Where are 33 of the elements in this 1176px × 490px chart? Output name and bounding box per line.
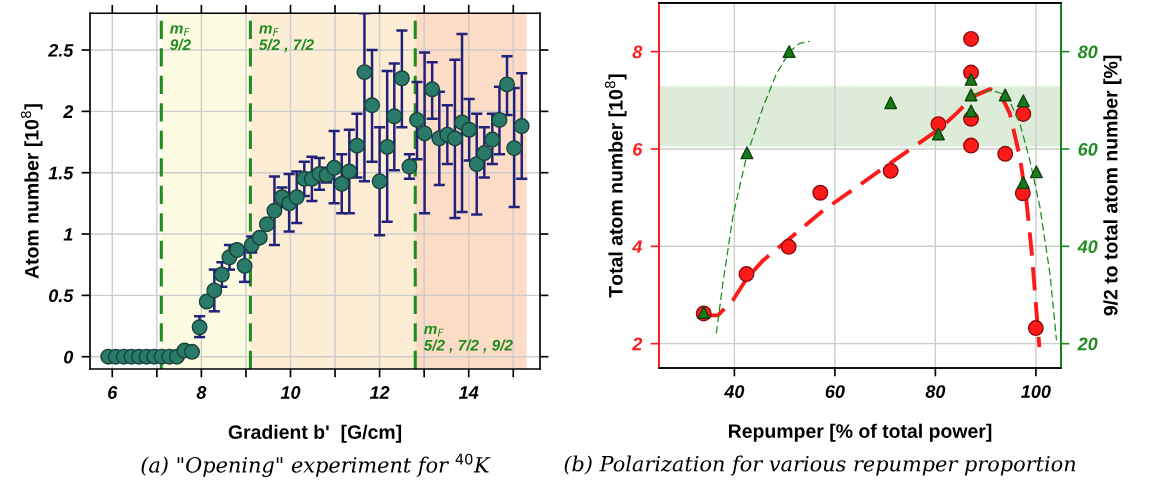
y-tick-label: 6	[633, 142, 643, 156]
x-tick-label: 10	[280, 386, 301, 399]
y2-tick-label: 80	[1077, 45, 1098, 59]
x-tick-label: 80	[925, 385, 946, 398]
annotation: m$_{F}$ 5/2 , 7/2	[259, 25, 314, 53]
y-tick-label: 4	[631, 240, 643, 253]
y2-tick-label: 60	[1078, 142, 1098, 156]
x-tick-label: 6	[108, 386, 118, 399]
text: (a) "Opening" experiment for $^{40}$K	[141, 453, 491, 478]
y2-tick-label: 40	[1077, 240, 1098, 254]
text: (b) Polarization for various repumper proportion	[564, 455, 1076, 476]
x-tick-label: 14	[458, 386, 479, 399]
y-tick-label: 2	[63, 105, 74, 118]
annotation: m$_{F}$ 5/2 , 7/2 , 9/2	[423, 325, 513, 353]
y-tick-label: 2.5	[47, 43, 74, 57]
y-axis-title: Total atom number [10$^{8}$]	[604, 74, 627, 298]
x-tick-label: 12	[369, 386, 390, 399]
y2-axis-title: 9/2 to total atom number [%]	[1103, 55, 1122, 316]
x-tick-label: 60	[825, 385, 845, 398]
y-tick-label: 1	[63, 228, 73, 241]
x-axis-title: Repumper [% of total power]	[728, 423, 992, 442]
y2-tick-label: 20	[1077, 337, 1098, 351]
y-axis-title: Atom number [10$^{8}$]	[20, 104, 43, 279]
y-tick-label: 1.5	[48, 166, 74, 180]
x-tick-label: 40	[724, 385, 745, 398]
y-tick-label: 0	[64, 350, 74, 364]
x-axis-title: Gradient b' [G/cm]	[228, 424, 402, 443]
x-tick-label: 8	[196, 386, 207, 399]
annotation: m$_{F}$ 9/2	[170, 25, 191, 51]
y-tick-label: 8	[632, 45, 643, 59]
y-tick-label: 2	[632, 337, 643, 351]
x-tick-label: 100	[1021, 385, 1051, 398]
y-tick-label: 0.5	[48, 289, 74, 303]
